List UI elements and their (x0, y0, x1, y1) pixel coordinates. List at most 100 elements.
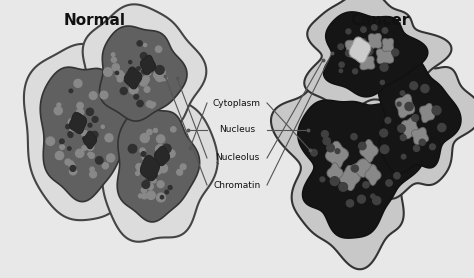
Circle shape (87, 143, 94, 150)
Circle shape (145, 158, 152, 164)
Circle shape (117, 76, 123, 82)
Circle shape (146, 101, 153, 107)
Circle shape (151, 178, 156, 183)
Polygon shape (365, 165, 381, 185)
Circle shape (146, 165, 152, 171)
Circle shape (69, 89, 73, 93)
Circle shape (155, 145, 164, 154)
Circle shape (363, 182, 369, 188)
Circle shape (364, 47, 373, 55)
Circle shape (386, 180, 392, 186)
Circle shape (321, 131, 328, 138)
Circle shape (144, 76, 149, 81)
Circle shape (357, 39, 364, 44)
Circle shape (180, 164, 186, 170)
Circle shape (68, 147, 71, 150)
Circle shape (177, 169, 182, 175)
Circle shape (346, 50, 351, 56)
Circle shape (380, 80, 384, 85)
Polygon shape (70, 112, 87, 134)
Circle shape (138, 194, 142, 198)
Circle shape (156, 171, 160, 175)
Polygon shape (82, 4, 206, 137)
Circle shape (147, 192, 155, 199)
Circle shape (90, 167, 94, 172)
Circle shape (75, 114, 82, 121)
Circle shape (155, 66, 164, 74)
Polygon shape (155, 146, 170, 166)
Circle shape (55, 152, 64, 160)
Circle shape (71, 121, 74, 125)
Polygon shape (327, 163, 343, 183)
Circle shape (121, 74, 126, 79)
Circle shape (397, 102, 401, 106)
Circle shape (69, 163, 75, 169)
Circle shape (357, 195, 365, 203)
Polygon shape (359, 56, 375, 70)
Circle shape (361, 27, 366, 32)
Circle shape (74, 80, 82, 87)
Polygon shape (383, 38, 394, 52)
Circle shape (398, 125, 405, 132)
Circle shape (91, 131, 98, 138)
Polygon shape (368, 33, 382, 49)
Circle shape (380, 63, 388, 71)
Circle shape (66, 125, 70, 129)
Circle shape (144, 180, 149, 185)
Polygon shape (40, 67, 131, 202)
Circle shape (148, 160, 153, 165)
Circle shape (154, 128, 157, 132)
Circle shape (136, 171, 139, 175)
Circle shape (148, 166, 152, 170)
Circle shape (55, 153, 61, 158)
Circle shape (338, 44, 344, 49)
Polygon shape (350, 159, 376, 177)
Circle shape (358, 142, 366, 150)
Circle shape (69, 125, 75, 131)
Circle shape (60, 139, 64, 144)
Circle shape (143, 76, 149, 83)
Text: Cancer: Cancer (350, 13, 410, 28)
Circle shape (156, 157, 164, 165)
Circle shape (68, 118, 76, 126)
Circle shape (146, 71, 151, 75)
Circle shape (88, 123, 92, 127)
Polygon shape (360, 140, 378, 163)
Circle shape (142, 70, 146, 74)
Circle shape (372, 25, 377, 30)
Polygon shape (419, 103, 435, 123)
Polygon shape (395, 94, 415, 118)
Polygon shape (83, 131, 97, 149)
Circle shape (115, 71, 118, 75)
Polygon shape (349, 37, 371, 63)
Circle shape (161, 146, 165, 150)
Circle shape (76, 120, 82, 125)
Circle shape (163, 144, 171, 153)
Circle shape (116, 71, 124, 78)
Circle shape (69, 161, 73, 166)
Circle shape (394, 173, 400, 179)
Circle shape (69, 168, 77, 175)
Circle shape (339, 183, 347, 191)
Circle shape (330, 177, 339, 185)
Circle shape (346, 200, 354, 207)
Polygon shape (376, 48, 394, 64)
Polygon shape (24, 44, 151, 220)
Circle shape (147, 183, 153, 190)
Polygon shape (271, 79, 445, 269)
Circle shape (132, 70, 138, 76)
Polygon shape (304, 0, 451, 110)
Polygon shape (378, 57, 461, 173)
Circle shape (410, 82, 418, 90)
Circle shape (57, 103, 61, 107)
Circle shape (147, 129, 152, 135)
Circle shape (323, 137, 330, 145)
Circle shape (82, 137, 86, 140)
Circle shape (54, 107, 62, 115)
Polygon shape (99, 82, 218, 242)
Circle shape (136, 163, 142, 170)
Circle shape (86, 108, 93, 115)
Polygon shape (326, 141, 348, 169)
Circle shape (151, 102, 155, 106)
Circle shape (380, 145, 389, 153)
